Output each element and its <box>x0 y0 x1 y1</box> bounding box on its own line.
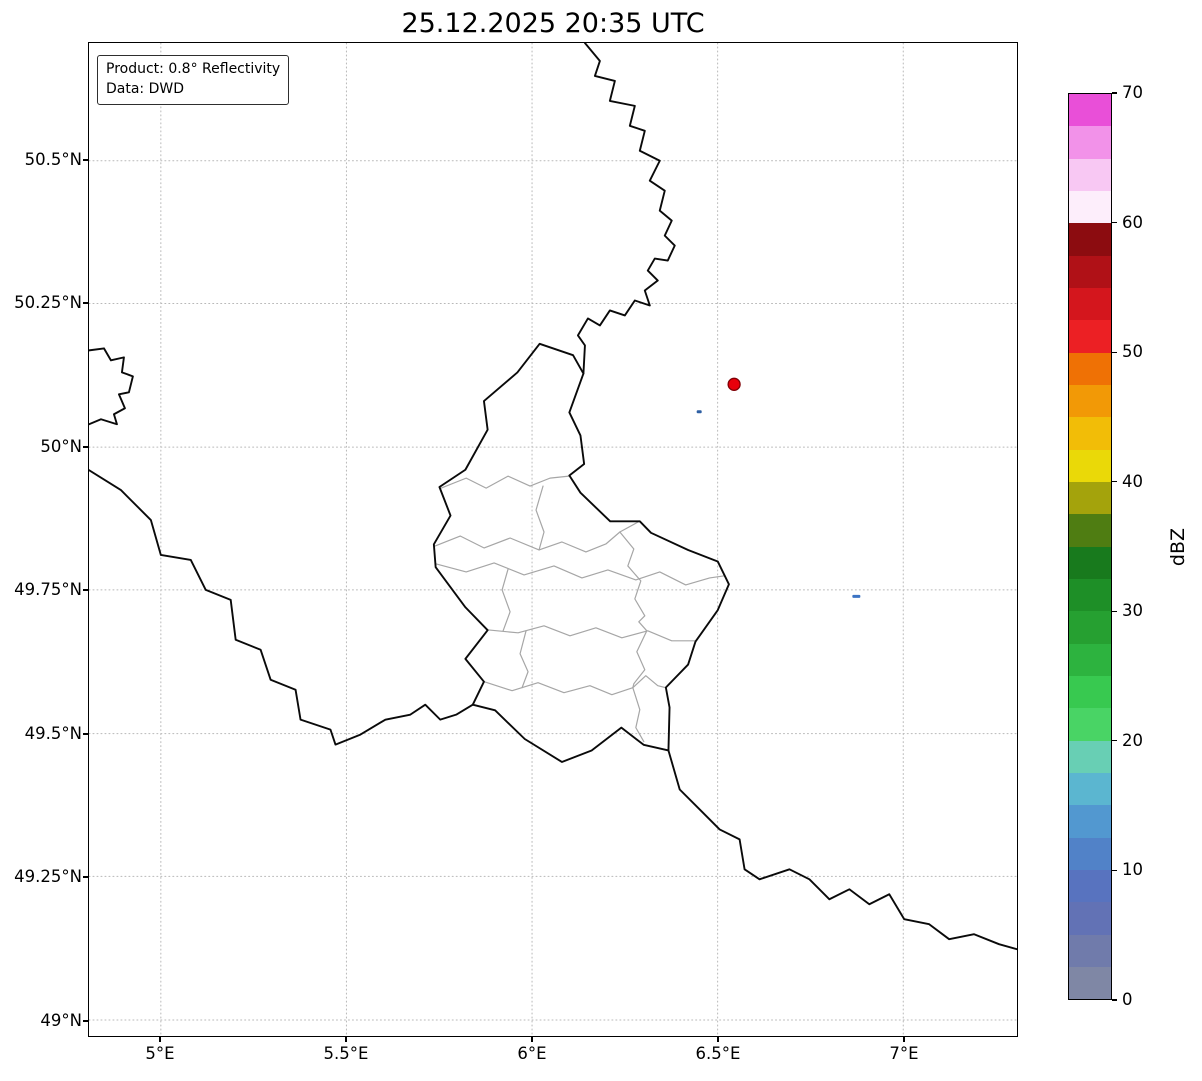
colorbar-segment <box>1069 94 1111 127</box>
colorbar-segment <box>1069 223 1111 256</box>
colorbar-segment <box>1069 449 1111 482</box>
colorbar-tick-mark <box>1112 481 1117 483</box>
colorbar-segment <box>1069 740 1111 773</box>
colorbar-segment <box>1069 869 1111 903</box>
x-tick-label: 7°E <box>889 1044 919 1063</box>
colorbar-segment <box>1069 417 1111 450</box>
canton-border <box>619 531 648 632</box>
colorbar-segment <box>1069 675 1111 709</box>
colorbar-tick-mark <box>1112 610 1117 612</box>
colorbar-segment <box>1069 158 1111 191</box>
colorbar-segment <box>1069 352 1111 385</box>
colorbar-tick-label: 30 <box>1122 601 1143 621</box>
colorbar-segment <box>1069 837 1111 870</box>
x-tick-mark <box>345 1037 347 1042</box>
y-tick-label: 49°N <box>40 1011 82 1030</box>
colorbar-tick-mark <box>1112 999 1117 1001</box>
y-tick-label: 49.75°N <box>14 580 82 599</box>
colorbar-tick-mark <box>1112 351 1117 353</box>
radar-echo-pixel <box>852 594 861 598</box>
colorbar-tick-mark <box>1112 740 1117 742</box>
map-svg <box>89 43 1017 1036</box>
canton-border <box>486 625 696 642</box>
x-tick-label: 6°E <box>517 1044 547 1063</box>
colorbar-segment <box>1069 934 1111 967</box>
colorbar-segment <box>1069 287 1111 321</box>
colorbar-segment <box>1069 320 1111 353</box>
canton-border <box>535 485 545 551</box>
colorbar-tick-label: 0 <box>1122 990 1133 1009</box>
colorbar-segment <box>1069 384 1111 418</box>
colorbar-tick-label: 20 <box>1122 730 1143 750</box>
canton-border <box>501 568 511 632</box>
colorbar-segment <box>1069 578 1111 612</box>
colorbar-segment <box>1069 255 1111 288</box>
colorbar-segment <box>1069 546 1111 579</box>
colorbar-segment <box>1069 902 1111 935</box>
x-tick-mark <box>717 1037 719 1042</box>
colorbar-tick-label: 10 <box>1122 860 1143 880</box>
x-tick-mark <box>531 1037 533 1042</box>
x-tick-mark <box>159 1037 161 1042</box>
colorbar <box>1068 93 1112 1000</box>
colorbar-axis-label: dBZ <box>1167 527 1189 567</box>
x-tick-label: 6.5°E <box>695 1044 741 1063</box>
country-border <box>89 347 134 426</box>
canton-border <box>440 475 570 489</box>
colorbar-segment <box>1069 190 1111 224</box>
y-tick-mark <box>83 589 88 591</box>
x-tick-mark <box>903 1037 905 1042</box>
colorbar-tick-mark <box>1112 92 1117 94</box>
country-border <box>576 43 676 375</box>
colorbar-segment <box>1069 772 1111 806</box>
colorbar-tick-label: 70 <box>1122 83 1143 102</box>
colorbar-tick-mark <box>1112 869 1117 872</box>
product-info-line1: Product: 0.8° Reflectivity <box>106 61 281 77</box>
country-border <box>667 749 1017 951</box>
colorbar-tick-label: 50 <box>1122 342 1143 362</box>
radar-site-marker <box>727 377 741 391</box>
colorbar-segments <box>1069 94 1111 1000</box>
y-tick-mark <box>83 302 88 304</box>
y-tick-mark <box>83 1020 88 1022</box>
y-tick-label: 50.5°N <box>24 150 82 169</box>
y-tick-mark <box>83 733 88 735</box>
product-info-box: Product: 0.8° Reflectivity Data: DWD <box>97 55 290 105</box>
y-tick-label: 50°N <box>40 437 82 456</box>
colorbar-segment <box>1069 966 1111 1000</box>
colorbar-segment <box>1069 708 1111 741</box>
canton-border <box>632 630 648 689</box>
y-tick-label: 49.25°N <box>14 867 82 886</box>
country-border <box>89 469 474 746</box>
colorbar-segment <box>1069 514 1111 547</box>
colorbar-tick-mark <box>1112 221 1117 224</box>
colorbar-segment <box>1069 805 1111 838</box>
canton-border <box>435 562 725 586</box>
canton-border <box>483 681 634 696</box>
y-tick-mark <box>83 446 88 448</box>
canton-border <box>632 687 645 743</box>
radar-echo-pixel <box>696 410 702 414</box>
map-plot-area: Product: 0.8° Reflectivity Data: DWD <box>88 42 1018 1037</box>
y-tick-mark <box>83 159 88 161</box>
colorbar-segment <box>1069 126 1111 159</box>
canton-border <box>632 675 667 689</box>
colorbar-segment <box>1069 643 1111 676</box>
y-tick-label: 49.5°N <box>24 724 82 743</box>
colorbar-segment <box>1069 611 1111 644</box>
colorbar-segment <box>1069 481 1111 515</box>
colorbar-tick-label: 40 <box>1122 471 1143 491</box>
x-tick-label: 5°E <box>145 1044 175 1063</box>
canton-border <box>519 630 529 689</box>
canton-border <box>434 520 641 553</box>
product-info-line2: Data: DWD <box>106 81 184 98</box>
y-tick-mark <box>83 876 88 878</box>
colorbar-tick-label: 60 <box>1122 212 1143 232</box>
y-tick-label: 50.25°N <box>14 293 82 312</box>
country-border <box>432 342 730 763</box>
plot-title: 25.12.2025 20:35 UTC <box>401 8 705 39</box>
x-tick-label: 5.5°E <box>323 1044 369 1063</box>
